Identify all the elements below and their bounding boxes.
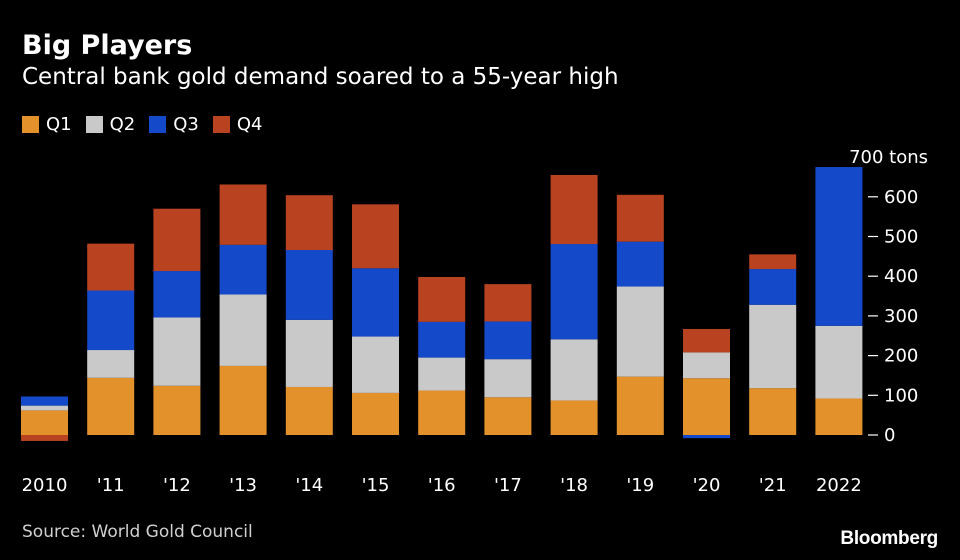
source-note: Source: World Gold Council bbox=[22, 522, 253, 542]
bar-q3-5 bbox=[352, 268, 399, 337]
legend-item-q2: Q2 bbox=[85, 114, 136, 135]
legend-swatch-q4 bbox=[212, 116, 230, 133]
x-tick-label: '17 bbox=[494, 475, 522, 496]
legend-swatch-q1 bbox=[22, 116, 39, 133]
x-tick-label: '12 bbox=[163, 475, 191, 496]
y-tick-label: 600 bbox=[884, 187, 918, 208]
bar-q4-10 bbox=[683, 329, 730, 353]
bar-q2-1 bbox=[87, 350, 135, 378]
y-tick-label: 100 bbox=[884, 385, 918, 406]
x-tick-label: 2022 bbox=[816, 475, 862, 496]
bar-q2-7 bbox=[484, 359, 532, 398]
bar-q3-4 bbox=[285, 249, 333, 320]
legend-label-q4: Q4 bbox=[236, 114, 263, 135]
bar-q3-0 bbox=[21, 396, 68, 406]
legend-item-q1: Q1 bbox=[22, 114, 72, 135]
bar-q3-7 bbox=[484, 321, 532, 360]
bar-q2-8 bbox=[550, 339, 598, 401]
y-tick-label: 400 bbox=[884, 266, 918, 287]
bar-q4-9 bbox=[616, 194, 664, 242]
bar-q2-3 bbox=[219, 294, 267, 366]
bar-q1-4 bbox=[285, 386, 333, 435]
legend-label-q3: Q3 bbox=[173, 114, 199, 135]
bar-q1-11 bbox=[749, 388, 797, 435]
bar-q2-5 bbox=[352, 336, 399, 393]
bar-q2-2 bbox=[153, 317, 201, 386]
bar-q3-10 bbox=[683, 435, 730, 439]
y-tick-label: 300 bbox=[884, 306, 918, 327]
bar-q1-2 bbox=[153, 385, 201, 435]
bar-q3-9 bbox=[616, 241, 664, 287]
legend-item-q3: Q3 bbox=[149, 114, 199, 135]
bar-q3-6 bbox=[418, 321, 466, 358]
legend-item-q4: Q4 bbox=[212, 114, 263, 135]
legend-label-q1: Q1 bbox=[46, 114, 72, 135]
bar-q1-12 bbox=[815, 398, 863, 435]
legend-swatch-q2 bbox=[85, 116, 103, 133]
bar-q2-12 bbox=[815, 325, 863, 399]
bar-q1-1 bbox=[87, 377, 135, 435]
bar-q1-6 bbox=[418, 390, 466, 435]
legend: Q1 Q2 Q3 Q4 bbox=[22, 114, 277, 135]
x-tick-label: '14 bbox=[295, 475, 323, 496]
bar-q1-10 bbox=[683, 378, 730, 435]
bar-q3-3 bbox=[219, 244, 267, 295]
bloomberg-logo: Bloomberg bbox=[840, 528, 938, 549]
chart-title: Big Players bbox=[22, 30, 193, 61]
bar-q1-8 bbox=[550, 400, 598, 435]
x-tick-label: '16 bbox=[428, 475, 456, 496]
bar-q1-5 bbox=[352, 392, 399, 435]
bar-q4-1 bbox=[87, 243, 135, 291]
bar-q4-7 bbox=[484, 284, 532, 322]
bar-q4-6 bbox=[418, 276, 466, 322]
bar-q4-4 bbox=[285, 195, 333, 250]
y-tick-label: 0 bbox=[884, 425, 895, 446]
bar-q4-2 bbox=[153, 208, 201, 272]
bar-q1-7 bbox=[484, 397, 532, 435]
bar-q2-4 bbox=[285, 319, 333, 387]
y-tick-label: 700 tons bbox=[849, 147, 928, 168]
bar-q2-9 bbox=[616, 286, 664, 377]
bar-q4-5 bbox=[352, 204, 399, 269]
bar-q3-11 bbox=[749, 269, 797, 305]
bar-q4-3 bbox=[219, 184, 267, 245]
bar-q3-8 bbox=[550, 244, 598, 340]
x-tick-label: '18 bbox=[560, 475, 588, 496]
x-tick-label: '20 bbox=[693, 475, 721, 496]
bar-q4-8 bbox=[550, 174, 598, 245]
y-tick-label: 500 bbox=[884, 227, 918, 248]
bar-q2-6 bbox=[418, 357, 466, 391]
legend-label-q2: Q2 bbox=[109, 114, 136, 135]
bar-q1-0 bbox=[21, 410, 68, 435]
x-tick-label: '11 bbox=[97, 475, 125, 496]
bar-q2-11 bbox=[749, 304, 797, 389]
y-tick-label: 200 bbox=[884, 346, 918, 367]
bar-q4-11 bbox=[749, 254, 797, 270]
bar-q3-12 bbox=[815, 167, 863, 326]
bar-q4-0 bbox=[21, 435, 68, 441]
x-tick-label: '21 bbox=[759, 475, 787, 496]
bar-q1-3 bbox=[219, 365, 267, 435]
x-tick-label: '13 bbox=[229, 475, 257, 496]
bar-q2-10 bbox=[683, 352, 730, 379]
chart-subtitle: Central bank gold demand soared to a 55-… bbox=[22, 64, 619, 90]
bar-q1-9 bbox=[616, 376, 664, 435]
x-tick-label: 2010 bbox=[22, 475, 68, 496]
bar-q2-0 bbox=[21, 405, 68, 411]
x-tick-label: '15 bbox=[362, 475, 390, 496]
legend-swatch-q3 bbox=[149, 116, 167, 133]
x-tick-label: '19 bbox=[626, 475, 654, 496]
bar-q3-1 bbox=[87, 290, 135, 351]
bar-q3-2 bbox=[153, 271, 201, 318]
